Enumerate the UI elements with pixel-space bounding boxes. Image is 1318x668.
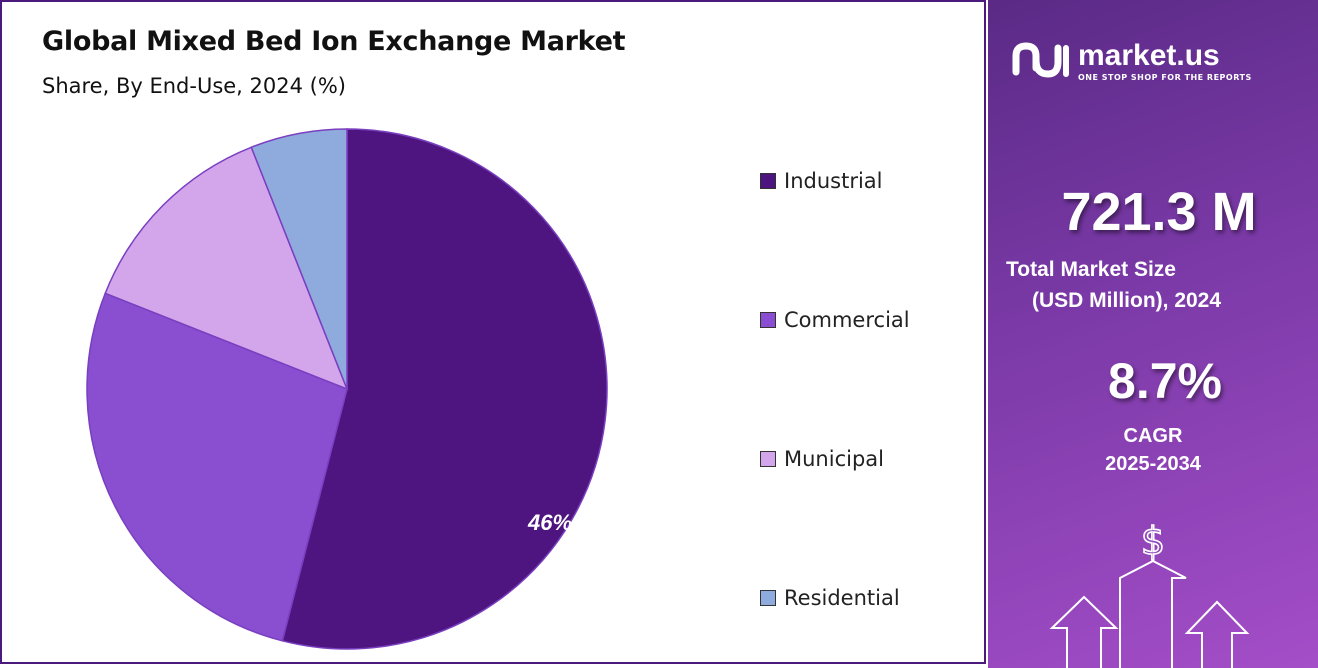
cagr-value: 8.7% — [1108, 353, 1222, 409]
legend-label-residential: Residential — [784, 586, 900, 610]
pie-slice-municipal — [104, 146, 349, 391]
pie-chart: 46% — [86, 128, 608, 650]
market-size-unit-label: (USD Million), 2024 — [1032, 289, 1222, 312]
market-size-value: 721.3 M — [1061, 182, 1257, 242]
legend-item-municipal: Municipal — [760, 447, 884, 471]
market-size-label: Total Market Size — [1006, 258, 1176, 281]
arrow-up-icon — [1049, 595, 1119, 668]
pie-slice-residential — [250, 128, 348, 390]
data-label-industrial: 46% — [527, 510, 572, 535]
brand-logo: market.us ONE STOP SHOP FOR THE REPORTS — [1010, 38, 1252, 84]
summary-panel: $ market.us ONE STOP SHOP FOR THE REPORT… — [988, 0, 1318, 668]
legend-item-industrial: Industrial — [760, 169, 883, 193]
legend-swatch-commercial — [760, 312, 776, 328]
pie-slice-commercial — [86, 292, 348, 642]
legend-label-industrial: Industrial — [784, 169, 883, 193]
arrow-up-icon — [1119, 559, 1187, 668]
chart-title: Global Mixed Bed Ion Exchange Market — [42, 26, 626, 57]
brand-tagline: ONE STOP SHOP FOR THE REPORTS — [1078, 72, 1252, 82]
market-us-logo-icon — [1012, 42, 1069, 78]
legend-item-residential: Residential — [760, 586, 900, 610]
legend-swatch-residential — [760, 590, 776, 606]
growth-arrows-decoration: $ — [1049, 518, 1250, 668]
chart-subtitle: Share, By End-Use, 2024 (%) — [42, 74, 346, 98]
legend-swatch-municipal — [760, 451, 776, 467]
pie-slice-industrial — [281, 128, 608, 650]
legend-item-commercial: Commercial — [760, 308, 910, 332]
dollar-icon: $ — [1141, 519, 1165, 563]
legend-label-municipal: Municipal — [784, 447, 884, 471]
chart-panel: Global Mixed Bed Ion Exchange Market Sha… — [0, 0, 986, 664]
legend-swatch-industrial — [760, 173, 776, 189]
legend-label-commercial: Commercial — [784, 308, 910, 332]
arrow-up-icon — [1184, 600, 1250, 668]
cagr-period: 2025-2034 — [1105, 453, 1201, 475]
cagr-label: CAGR — [1123, 425, 1183, 447]
brand-name: market.us — [1078, 38, 1220, 72]
